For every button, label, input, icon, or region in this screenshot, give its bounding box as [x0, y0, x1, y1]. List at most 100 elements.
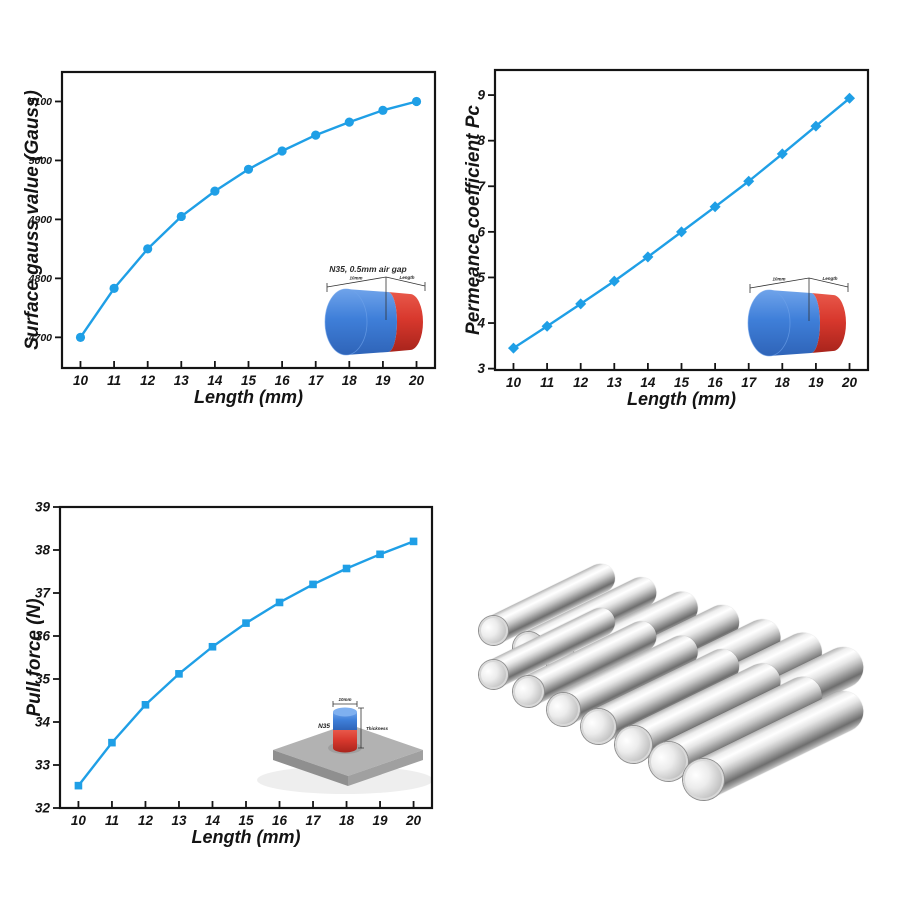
- x-tick-label: 19: [808, 375, 824, 390]
- x-tick-label: 18: [339, 813, 355, 828]
- x-tick-label: 20: [408, 373, 425, 388]
- y-tick-label: 9: [477, 88, 485, 103]
- magnet-photo: [450, 450, 900, 900]
- y-tick-label: 38: [35, 543, 51, 558]
- y-tick-label: 36: [35, 629, 51, 644]
- x-tick-label: 16: [708, 375, 724, 390]
- y-tick-label: 5: [477, 270, 485, 285]
- x-tick-label: 10: [506, 375, 522, 390]
- x-tick-label: 13: [607, 375, 623, 390]
- inset-diameter-label: 10mm: [338, 697, 351, 702]
- x-tick-label: 15: [238, 813, 254, 828]
- data-point-marker: [409, 537, 418, 546]
- pull-force-chart: 10mm Thickness N35 10 11 12 13 14 15 16 17 18 19 20 32…: [24, 500, 434, 847]
- data-point-marker: [541, 320, 553, 332]
- data-point-marker: [507, 342, 519, 354]
- x-tick-label: 10: [71, 813, 87, 828]
- y-tick-label: 34: [35, 715, 51, 730]
- y-tick-label: 33: [35, 758, 51, 773]
- data-point-marker: [176, 211, 186, 222]
- y-tick-label: 4800: [28, 273, 53, 285]
- data-point-marker: [74, 781, 83, 790]
- x-tick-label: 11: [540, 375, 554, 390]
- data-point-marker: [208, 642, 217, 651]
- data-point-marker: [376, 550, 384, 559]
- y-axis-title: Surface gauss value (Gauss): [22, 90, 43, 350]
- data-point-marker: [75, 332, 86, 342]
- x-tick-label: 16: [275, 373, 291, 388]
- surface-gauss-chart: N35, 0.5mm air gap 10mm Length 10 11 12 13 14 15…: [22, 70, 437, 407]
- x-tick-label: 15: [241, 373, 257, 388]
- data-point-marker: [342, 564, 351, 573]
- x-tick-label: 12: [140, 373, 156, 388]
- x-tick-label: 18: [775, 375, 791, 390]
- x-tick-label: 13: [171, 813, 187, 828]
- data-point-marker: [210, 186, 220, 196]
- x-tick-label: 18: [342, 373, 358, 388]
- data-point-marker: [143, 244, 153, 254]
- x-axis-title: Length (mm): [192, 827, 301, 847]
- data-point-marker: [344, 117, 354, 127]
- data-point-marker: [378, 105, 388, 115]
- x-tick-label: 16: [272, 813, 288, 828]
- x-tick-label: 17: [306, 813, 323, 828]
- data-point-marker: [743, 175, 755, 187]
- x-tick-label: 19: [373, 813, 389, 828]
- y-tick-label: 39: [35, 500, 51, 515]
- y-tick-label: 5100: [29, 96, 53, 108]
- inset-length-label: Length: [823, 276, 838, 281]
- x-axis-title: Length (mm): [627, 389, 736, 409]
- y-tick-label: 4700: [28, 332, 53, 344]
- x-tick-label: 19: [375, 373, 391, 388]
- x-tick-label: 17: [308, 373, 325, 388]
- x-tick-label: 14: [640, 375, 656, 390]
- y-tick-label: 37: [35, 586, 52, 601]
- data-point-marker: [608, 275, 620, 287]
- x-tick-label: 10: [73, 373, 89, 388]
- data-point-marker: [311, 130, 321, 140]
- data-point-marker: [141, 701, 150, 709]
- data-point-marker: [243, 164, 254, 174]
- y-tick-label: 4: [476, 316, 485, 331]
- inset-diameter-label: 10mm: [772, 277, 785, 282]
- data-point-marker: [642, 251, 654, 263]
- y-tick-label: 7: [477, 179, 486, 194]
- y-tick-label: 4900: [28, 214, 53, 226]
- y-tick-label: 3: [477, 361, 485, 376]
- data-point-marker: [242, 619, 250, 627]
- y-axis-title: Permeance coefficient Pc: [463, 105, 484, 335]
- x-tick-label: 11: [107, 373, 121, 388]
- data-point-marker: [175, 670, 183, 678]
- x-tick-label: 14: [207, 373, 223, 388]
- x-tick-label: 14: [205, 813, 221, 828]
- inset-thickness-label: Thickness: [366, 726, 389, 731]
- x-tick-label: 12: [573, 375, 589, 390]
- data-point-marker: [108, 738, 116, 747]
- x-tick-label: 20: [841, 375, 858, 390]
- data-point-marker: [411, 96, 422, 107]
- x-tick-label: 15: [674, 375, 690, 390]
- magnet-on-plate-inset: 10mm Thickness N35: [257, 697, 433, 794]
- y-tick-label: 8: [477, 133, 485, 148]
- cylinder-magnet-inset: 10mm Length: [747, 276, 849, 357]
- x-axis-title: Length (mm): [194, 387, 303, 407]
- x-tick-label: 20: [405, 813, 422, 828]
- data-point-marker: [275, 598, 284, 607]
- y-tick-label: 6: [477, 224, 485, 239]
- data-point-marker: [277, 146, 287, 156]
- x-tick-label: 12: [138, 813, 154, 828]
- inset-length-label: Length: [400, 275, 415, 280]
- y-tick-label: 32: [35, 801, 51, 816]
- inset-diameter-label: 10mm: [349, 276, 362, 281]
- y-tick-label: 5000: [29, 155, 53, 167]
- x-tick-label: 11: [105, 813, 119, 828]
- permeance-coefficient-chart: 10mm Length 10 11 12 13 14 15 16 17 18 19 20 3 4 5 6 7 8 9 P…: [463, 68, 870, 409]
- x-tick-label: 17: [741, 375, 758, 390]
- cylinder-magnet-inset: N35, 0.5mm air gap 10mm Length: [324, 264, 426, 356]
- data-point-marker: [109, 283, 119, 293]
- x-tick-label: 13: [174, 373, 190, 388]
- y-axis-title: Pull force (N): [24, 598, 45, 716]
- y-tick-label: 35: [35, 672, 51, 687]
- inset-grade-label: N35: [318, 723, 330, 730]
